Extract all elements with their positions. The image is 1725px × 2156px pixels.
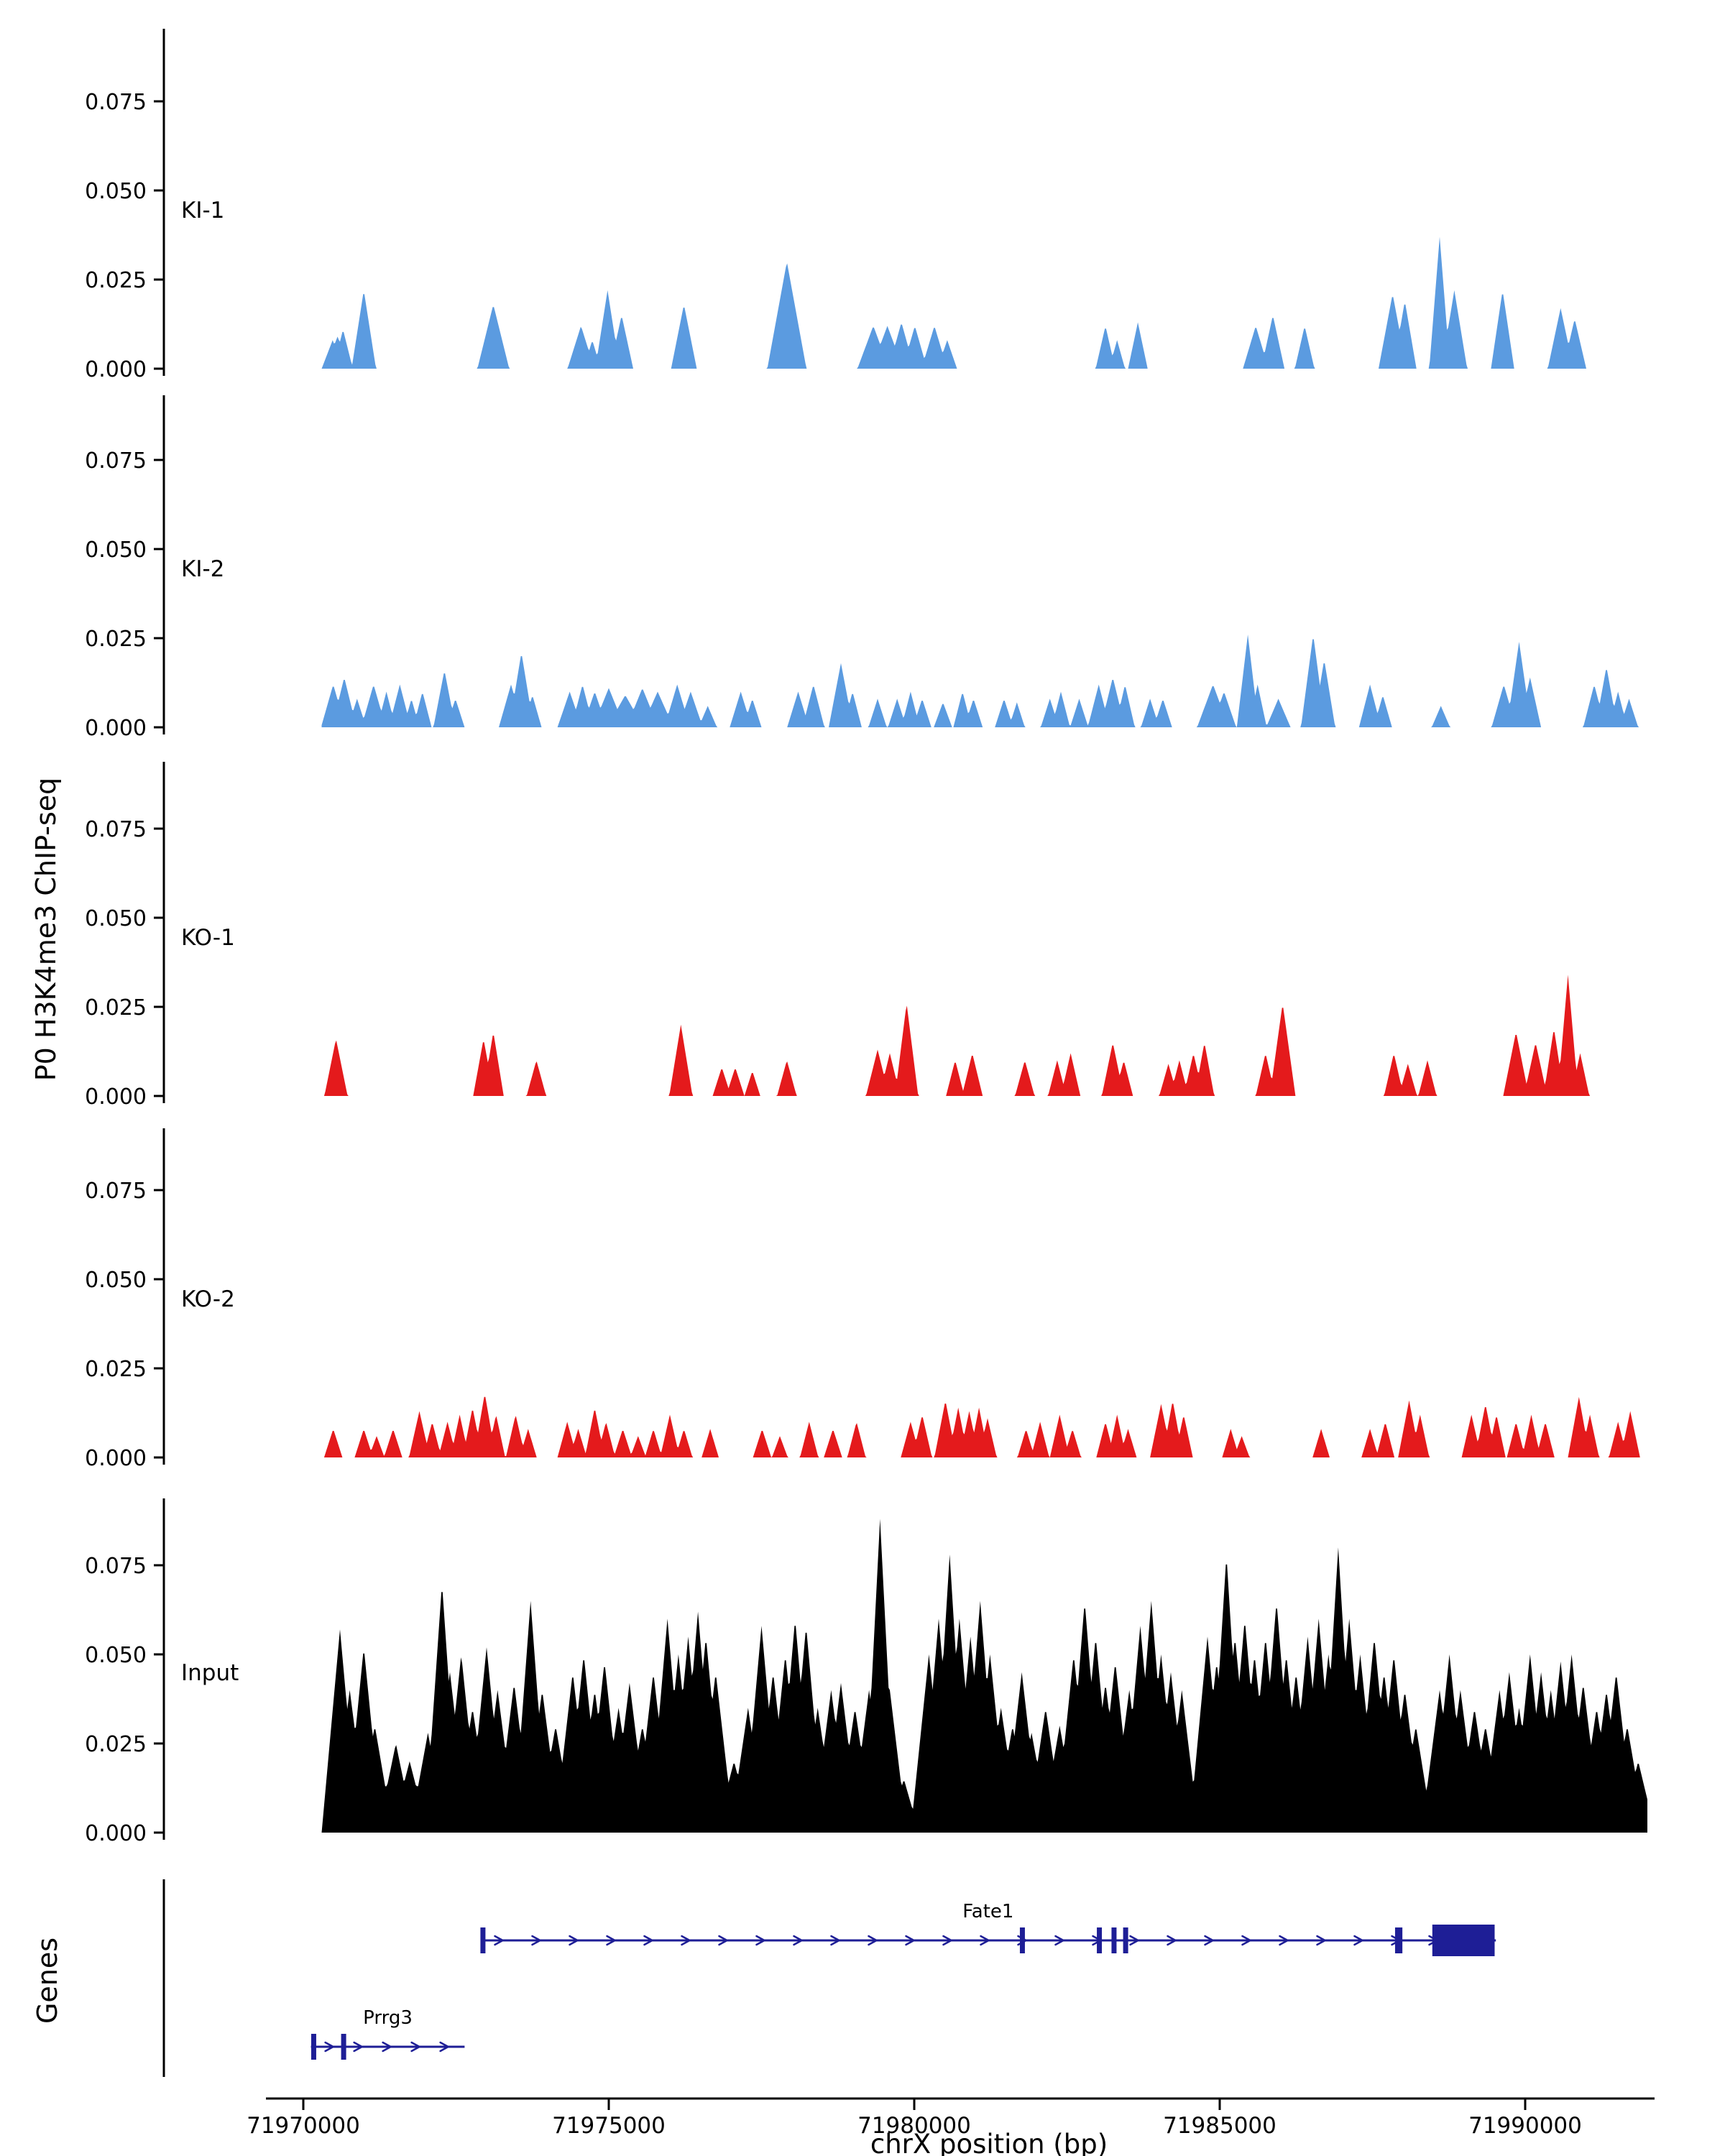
y-axis-title: P0 H3K4me3 ChIP-seq (30, 777, 62, 1082)
gene-strand-arrow (942, 1935, 952, 1946)
y-tick-label: 0.050 (85, 179, 147, 204)
y-tick-label: 0.025 (85, 1357, 147, 1382)
gene-strand-arrow (1316, 1935, 1326, 1946)
x-tick-label: 71970000 (247, 2113, 360, 2139)
gene-exon-fate1 (480, 1927, 486, 1953)
y-tick-label: 0.075 (85, 1179, 147, 1204)
track-label-ki-1: KI-1 (181, 198, 225, 224)
gene-strand-arrow (643, 1935, 653, 1946)
gene-exon-prrg3 (341, 2034, 346, 2060)
gene-terminal-box-fate1 (1432, 1925, 1495, 1956)
gene-strand-arrow (830, 1935, 840, 1946)
gene-strand-arrow (1279, 1935, 1289, 1946)
y-tick-label: 0.025 (85, 268, 147, 293)
gene-strand-arrow (382, 2041, 392, 2053)
gene-strand-arrow (410, 2041, 420, 2053)
y-tick-label: 0.025 (85, 627, 147, 652)
gene-strand-arrow (905, 1935, 915, 1946)
track-area-ki-1 (321, 236, 1647, 369)
gene-strand-arrow (494, 1935, 504, 1946)
track-label-input: Input (181, 1660, 239, 1686)
gene-strand-arrow (1204, 1935, 1214, 1946)
track-area-input (321, 1519, 1647, 1833)
track-area-ko-2 (321, 1396, 1647, 1457)
gene-strand-arrow (1353, 1935, 1363, 1946)
y-tick-label: 0.075 (85, 448, 147, 474)
gene-strand-arrow (1167, 1935, 1177, 1946)
y-tick-label: 0.050 (85, 1268, 147, 1293)
y-tick-label: 0.000 (85, 716, 147, 741)
gene-strand-arrow (439, 2041, 449, 2053)
x-axis-title: chrX position (bp) (870, 2129, 1108, 2156)
gene-strand-arrow (793, 1935, 803, 1946)
gene-strand-arrow (681, 1935, 691, 1946)
y-tick-label: 0.000 (85, 1821, 147, 1846)
track-label-ko-2: KO-2 (181, 1286, 235, 1312)
y-tick-label: 0.075 (85, 817, 147, 842)
genes-axis-title: Genes (32, 1937, 63, 2024)
gene-strand-arrow (868, 1935, 878, 1946)
gene-strand-arrow (755, 1935, 765, 1946)
y-tick-label: 0.000 (85, 1446, 147, 1471)
gene-strand-arrow (324, 2041, 334, 2053)
y-tick-label: 0.050 (85, 538, 147, 563)
y-tick-label: 0.025 (85, 995, 147, 1021)
y-tick-label: 0.000 (85, 1084, 147, 1110)
y-tick-label: 0.025 (85, 1732, 147, 1757)
track-area-ko-1 (321, 975, 1647, 1096)
gene-strand-arrow (353, 2041, 363, 2053)
gene-strand-arrow (1129, 1935, 1139, 1946)
track-label-ki-2: KI-2 (181, 556, 225, 582)
gene-exon-fate1 (1394, 1927, 1403, 1953)
x-tick-label: 71990000 (1468, 2113, 1582, 2139)
gene-strand-arrow (606, 1935, 616, 1946)
gene-exon-fate1 (1111, 1927, 1117, 1953)
gene-strand-arrow (718, 1935, 728, 1946)
x-tick-label: 71985000 (1163, 2113, 1276, 2139)
y-tick-label: 0.075 (85, 1554, 147, 1579)
y-tick-label: 0.075 (85, 90, 147, 115)
gene-strand-arrow (531, 1935, 541, 1946)
gene-exon-fate1 (1123, 1927, 1128, 1953)
gene-strand-arrow (980, 1935, 990, 1946)
track-label-ko-1: KO-1 (181, 925, 235, 951)
y-tick-label: 0.000 (85, 357, 147, 382)
gene-strand-arrow (1241, 1935, 1251, 1946)
track-area-ki-2 (321, 635, 1647, 727)
gene-label-prrg3: Prrg3 (363, 2007, 413, 2029)
gene-label-fate1: Fate1 (962, 1901, 1013, 1922)
gene-strand-arrow (1054, 1935, 1064, 1946)
gene-exon-prrg3 (310, 2034, 316, 2060)
x-tick-label: 71975000 (552, 2113, 666, 2139)
y-tick-label: 0.050 (85, 1643, 147, 1668)
x-tick-label: 71980000 (857, 2113, 971, 2139)
gene-exon-fate1 (1019, 1927, 1025, 1953)
gene-exon-fate1 (1097, 1927, 1103, 1953)
gene-strand-arrow (569, 1935, 579, 1946)
y-tick-label: 0.050 (85, 906, 147, 931)
